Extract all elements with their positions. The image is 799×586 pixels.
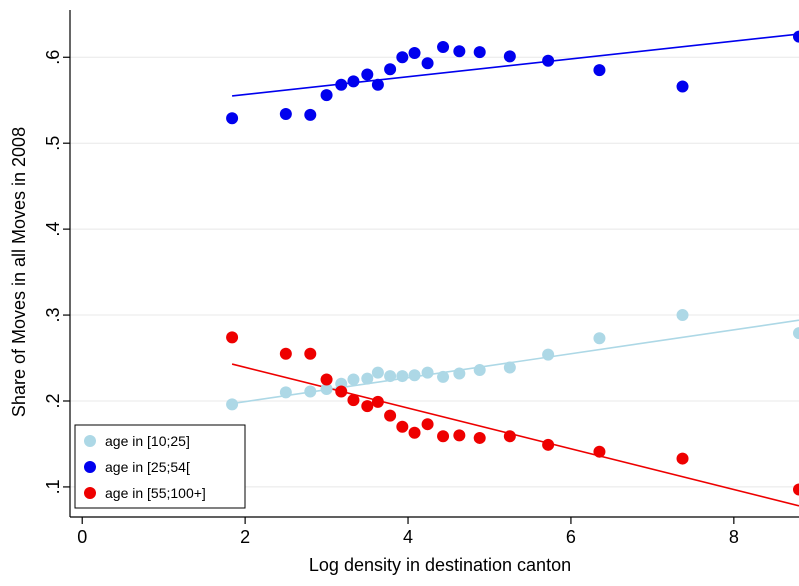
legend-box: [74, 424, 246, 509]
data-point: [304, 385, 317, 398]
data-point: [793, 483, 799, 496]
data-point: [676, 452, 689, 465]
y-tick-label: .2: [43, 393, 63, 408]
legend-label: age in [25;54[: [105, 459, 190, 475]
data-point: [593, 64, 606, 77]
data-point: [396, 370, 409, 383]
data-point: [676, 80, 689, 93]
data-point: [335, 385, 348, 398]
data-point: [226, 398, 239, 411]
data-points: [226, 30, 799, 496]
x-tick-label: 8: [729, 527, 739, 547]
data-point: [437, 430, 450, 443]
data-point: [473, 46, 486, 59]
data-point: [320, 373, 333, 386]
data-point: [473, 431, 486, 444]
data-point: [408, 46, 421, 59]
data-point: [304, 108, 317, 121]
data-point: [421, 366, 434, 379]
legend-marker: [84, 487, 96, 499]
data-point: [793, 30, 799, 43]
data-point: [421, 418, 434, 431]
data-point: [304, 347, 317, 360]
data-point: [226, 331, 239, 344]
data-point: [361, 372, 374, 385]
legend-marker: [84, 435, 96, 447]
data-point: [384, 63, 397, 76]
x-axis-label: Log density in destination canton: [309, 555, 571, 575]
y-tick-label: .5: [43, 136, 63, 151]
data-point: [371, 366, 384, 379]
x-tick-label: 2: [240, 527, 250, 547]
fit-line: [231, 319, 799, 405]
data-point: [542, 438, 555, 451]
data-point: [320, 382, 333, 395]
data-point: [361, 400, 374, 413]
data-point: [676, 309, 689, 322]
data-point: [408, 426, 421, 439]
y-tick-label: .4: [43, 222, 63, 237]
data-point: [371, 78, 384, 91]
data-point: [453, 429, 466, 442]
fit-line: [232, 33, 799, 97]
data-point: [279, 386, 292, 399]
y-tick-label: .6: [43, 50, 63, 65]
data-point: [347, 373, 360, 386]
data-point: [473, 364, 486, 377]
data-point: [542, 54, 555, 67]
legend-label: age in [10;25]: [105, 433, 190, 449]
data-point: [503, 361, 516, 374]
grid-lines: [70, 56, 799, 488]
x-tick-label: 6: [566, 527, 576, 547]
data-point: [361, 68, 374, 81]
data-point: [453, 45, 466, 58]
legend: age in [10;25] age in [25;54[ age in [55;1…: [74, 424, 246, 509]
y-tick-label: .3: [43, 308, 63, 323]
data-point: [396, 420, 409, 433]
data-point: [503, 50, 516, 63]
data-point: [384, 409, 397, 422]
data-point: [396, 51, 409, 64]
data-point: [542, 348, 555, 361]
axes: .1 .2 .3 .4 .5 .6 0 2 4 6 8: [43, 10, 799, 547]
data-point: [384, 370, 397, 383]
data-point: [226, 112, 239, 125]
data-point: [437, 40, 450, 53]
data-point: [408, 369, 421, 382]
data-point: [279, 347, 292, 360]
data-point: [453, 367, 466, 380]
x-tick-label: 4: [403, 527, 413, 547]
data-point: [793, 327, 799, 340]
legend-marker: [84, 461, 96, 473]
data-point: [279, 107, 292, 120]
data-point: [437, 370, 450, 383]
y-axis-label: Share of Moves in all Moves in 2008: [9, 127, 29, 417]
data-point: [503, 430, 516, 443]
x-tick-label: 0: [77, 527, 87, 547]
data-point: [421, 57, 434, 70]
data-point: [347, 75, 360, 88]
data-point: [593, 332, 606, 345]
y-tick-label: .1: [43, 479, 63, 494]
data-point: [335, 78, 348, 91]
data-point: [593, 445, 606, 458]
data-point: [347, 394, 360, 407]
legend-label: age in [55;100+]: [105, 485, 206, 501]
data-point: [320, 89, 333, 102]
data-point: [371, 395, 384, 408]
